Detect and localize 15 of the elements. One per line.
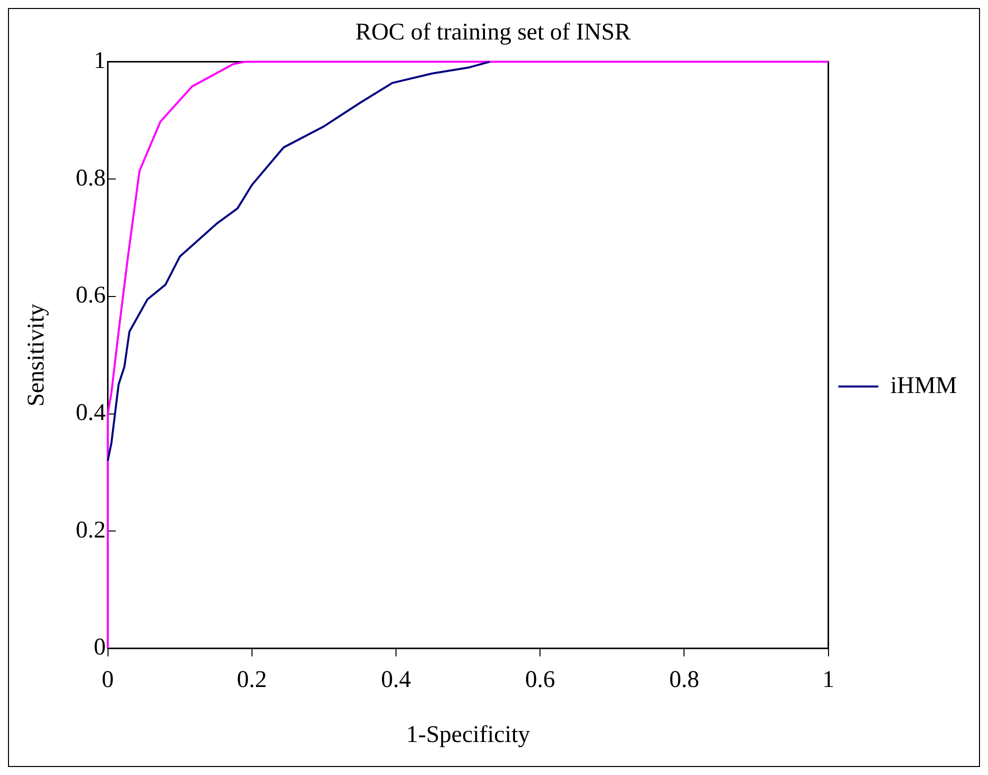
y-tick-label: 0.8 — [76, 165, 106, 192]
y-tick-label: 0.2 — [76, 517, 106, 544]
x-axis-title: 1-Specificity — [406, 722, 530, 748]
x-tick-label: 1 — [822, 667, 834, 694]
y-tick-label: 1 — [94, 48, 106, 74]
y-axis-title: Sensitivity — [24, 304, 50, 406]
y-tick-label: 0 — [94, 634, 106, 661]
x-tick-label: 0.2 — [236, 667, 267, 694]
y-tick-label: 0.6 — [76, 282, 106, 309]
legend-label: iHMM — [890, 372, 958, 399]
x-tick-label: 0.8 — [669, 667, 700, 694]
x-tick-label: 0.6 — [525, 667, 556, 694]
y-tick-label: 0.4 — [76, 400, 106, 426]
x-tick-label: 0.4 — [381, 667, 412, 694]
chart-title: ROC of training set of INSR — [355, 20, 631, 46]
